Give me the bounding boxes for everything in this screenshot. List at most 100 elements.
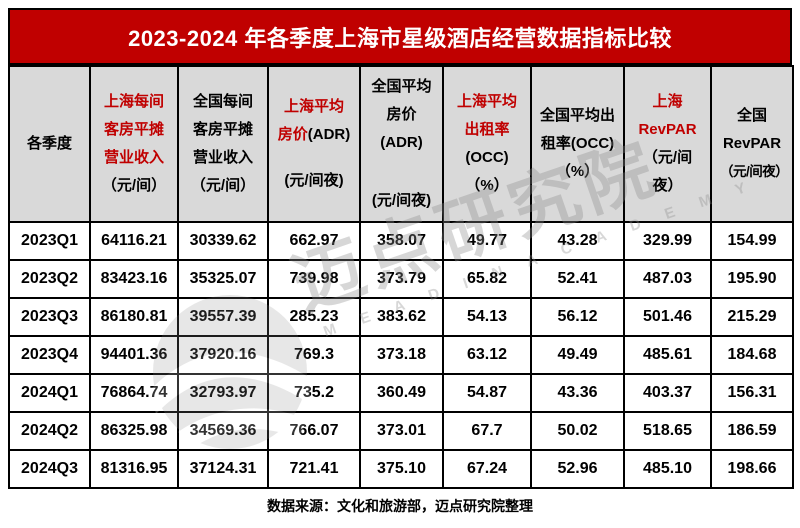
cell-sh-rev-per-room: 76864.74 (89, 373, 179, 413)
cell-sh-occ: 63.12 (442, 335, 532, 375)
cell-cn-rev-per-room: 30339.62 (177, 221, 269, 261)
cell-sh-adr: 735.2 (267, 373, 361, 413)
cell-cn-rev-per-room: 37920.16 (177, 335, 269, 375)
header-unit-label: （元/间夜） (642, 149, 693, 194)
cell-sh-rev-per-room: 94401.36 (89, 335, 179, 375)
cell-sh-revpar: 487.03 (623, 259, 712, 299)
table-row: 2024Q1 76864.74 32793.97 735.2 360.49 54.87 43… (8, 373, 794, 413)
header-cell-sh-rev-per-room: 上海每间客房平摊营业收入 （元/间） (89, 65, 179, 223)
cell-cn-revpar: 156.31 (710, 373, 794, 413)
header-label-segment: (OCC) (465, 149, 509, 166)
cell-cn-adr: 383.62 (359, 297, 444, 337)
cell-sh-rev-per-room: 83423.16 (89, 259, 179, 299)
header-label-segment: 各季度 (26, 135, 72, 152)
cell-cn-occ: 43.28 (530, 221, 625, 261)
cell-cn-adr: 373.79 (359, 259, 444, 299)
header-unit-label: （%） (465, 177, 509, 194)
cell-quarter: 2023Q3 (8, 297, 91, 337)
header-unit-label: （%） (555, 163, 600, 180)
cell-cn-rev-per-room: 34569.36 (177, 411, 269, 451)
table-row: 2023Q3 86180.81 39557.39 285.23 383.62 54.13 5… (8, 297, 794, 337)
cell-sh-occ: 49.77 (442, 221, 532, 261)
header-cell-sh-occ: 上海平均出租率 (OCC) （%） (442, 65, 532, 223)
cell-sh-rev-per-room: 81316.95 (89, 449, 179, 489)
header-cell-cn-revpar: 全国RevPAR （元/间夜） (710, 65, 794, 223)
cell-quarter: 2023Q1 (8, 221, 91, 261)
table-row: 2023Q2 83423.16 35325.07 739.98 373.79 65.82 5… (8, 259, 794, 299)
cell-quarter: 2024Q1 (8, 373, 91, 413)
header-label-segment: (ADR) (380, 134, 423, 151)
cell-sh-adr: 739.98 (267, 259, 361, 299)
cell-cn-occ: 52.41 (530, 259, 625, 299)
cell-sh-adr: 721.41 (267, 449, 361, 489)
cell-sh-occ: 54.87 (442, 373, 532, 413)
cell-cn-revpar: 198.66 (710, 449, 794, 489)
cell-cn-adr: 373.18 (359, 335, 444, 375)
cell-sh-occ: 67.7 (442, 411, 532, 451)
header-cell-cn-occ: 全国平均出租率(OCC) （%） (530, 65, 625, 223)
header-label-segment: （元/间） (101, 177, 167, 194)
cell-quarter: 2024Q3 (8, 449, 91, 489)
header-label-segment: 上海平均房价 (277, 98, 344, 143)
table-header-row: 各季度 上海每间客房平摊营业收入（元/间） 全国每间客房平摊营业收入（元/间） 上海平… (8, 65, 794, 223)
data-source-note: 数据来源：文化和旅游部，迈点研究院整理 (267, 498, 533, 514)
cell-sh-adr: 769.3 (267, 335, 361, 375)
cell-sh-revpar: 485.10 (623, 449, 712, 489)
cell-cn-revpar: 154.99 (710, 221, 794, 261)
cell-sh-occ: 65.82 (442, 259, 532, 299)
header-label-segment: 全国RevPAR (722, 107, 782, 152)
hotel-data-table: 各季度 上海每间客房平摊营业收入（元/间） 全国每间客房平摊营业收入（元/间） 上海平… (8, 65, 794, 489)
header-label-segment: (ADR) (307, 126, 351, 143)
header-unit-label: （元/间夜） (720, 164, 789, 179)
cell-sh-rev-per-room: 64116.21 (89, 221, 179, 261)
cell-cn-revpar: 215.29 (710, 297, 794, 337)
cell-cn-rev-per-room: 37124.31 (177, 449, 269, 489)
cell-quarter: 2023Q4 (8, 335, 91, 375)
header-label-segment: 全国平均出租率 (540, 107, 616, 152)
cell-sh-adr: 766.07 (267, 411, 361, 451)
cell-sh-rev-per-room: 86180.81 (89, 297, 179, 337)
table-row: 2024Q2 86325.98 34569.36 766.07 373.01 67.7 50… (8, 411, 794, 451)
table-row: 2024Q3 81316.95 37124.31 721.41 375.10 67.24 5… (8, 449, 794, 489)
cell-quarter: 2024Q2 (8, 411, 91, 451)
cell-cn-rev-per-room: 39557.39 (177, 297, 269, 337)
table-row: 2023Q1 64116.21 30339.62 662.97 358.07 49.77 4… (8, 221, 794, 261)
cell-cn-adr: 360.49 (359, 373, 444, 413)
header-cell-cn-adr: 全国平均房价 (ADR) (元/间夜) (359, 65, 444, 223)
cell-sh-occ: 67.24 (442, 449, 532, 489)
cell-sh-adr: 662.97 (267, 221, 361, 261)
header-cell-sh-revpar: 上海RevPAR （元/间夜） (623, 65, 712, 223)
cell-cn-occ: 52.96 (530, 449, 625, 489)
table-row: 2023Q4 94401.36 37920.16 769.3 373.18 63.12 49… (8, 335, 794, 375)
cell-cn-occ: 56.12 (530, 297, 625, 337)
cell-cn-revpar: 184.68 (710, 335, 794, 375)
header-cell-quarter: 各季度 (8, 65, 91, 223)
cell-cn-adr: 358.07 (359, 221, 444, 261)
header-label-segment: 全国每间客房平摊营业收入（元/间） (190, 93, 256, 194)
cell-sh-revpar: 501.46 (623, 297, 712, 337)
cell-cn-revpar: 186.59 (710, 411, 794, 451)
cell-cn-rev-per-room: 35325.07 (177, 259, 269, 299)
cell-sh-rev-per-room: 86325.98 (89, 411, 179, 451)
cell-cn-occ: 50.02 (530, 411, 625, 451)
page-title: 2023-2024 年各季度上海市星级酒店经营数据指标比较 (8, 8, 792, 65)
cell-cn-rev-per-room: 32793.97 (177, 373, 269, 413)
cell-sh-occ: 54.13 (442, 297, 532, 337)
cell-sh-revpar: 485.61 (623, 335, 712, 375)
cell-sh-revpar: 329.99 (623, 221, 712, 261)
cell-cn-revpar: 195.90 (710, 259, 794, 299)
header-label-segment: 上海平均出租率 (456, 93, 517, 138)
cell-cn-occ: 43.36 (530, 373, 625, 413)
cell-sh-adr: 285.23 (267, 297, 361, 337)
cell-cn-adr: 375.10 (359, 449, 444, 489)
header-label-segment: 全国平均房价 (371, 78, 432, 123)
header-label-segment: 上海每间客房平摊营业收入 (103, 93, 164, 166)
header-unit-label: (元/间夜) (284, 172, 344, 189)
header-cell-cn-rev-per-room: 全国每间客房平摊营业收入（元/间） (177, 65, 269, 223)
cell-sh-revpar: 403.37 (623, 373, 712, 413)
cell-cn-adr: 373.01 (359, 411, 444, 451)
header-label-segment: 上海RevPAR (638, 93, 697, 138)
header-cell-sh-adr: 上海平均房价(ADR) (元/间夜) (267, 65, 361, 223)
cell-sh-revpar: 518.65 (623, 411, 712, 451)
